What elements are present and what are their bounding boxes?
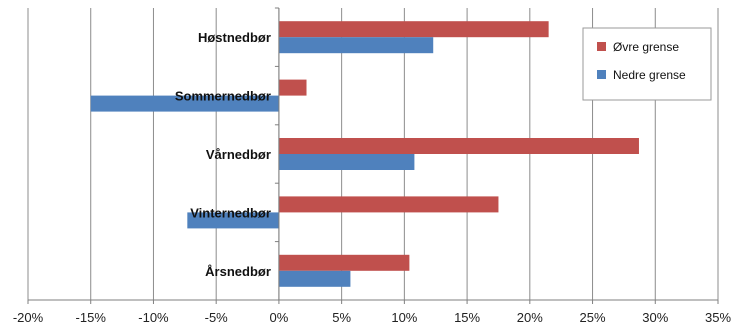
category-label: Høstnedbør [198,30,271,45]
x-tick-label: 20% [517,310,543,325]
category-labels: Høstnedbør Sommernedbør Vårnedbør Vinterned… [175,30,271,279]
x-tick-label: 35% [705,310,731,325]
bar-upper [278,138,639,154]
bars [90,21,639,287]
x-tick-label: 15% [454,310,480,325]
category-label: Vinternedbør [190,205,271,220]
bar-lower [187,212,279,229]
bar-lower [278,270,351,287]
legend-label: Nedre grense [613,68,686,82]
bar-lower [278,37,434,54]
x-tick-label: 25% [580,310,606,325]
x-tick-label: 30% [642,310,668,325]
bar-upper [278,196,499,213]
legend-swatch [597,42,606,51]
legend: Øvre grense Nedre grense [582,27,712,101]
bar-lower [278,154,415,170]
category-label: Vårnedbør [206,147,271,162]
legend-label: Øvre grense [613,40,679,54]
legend-swatch [597,70,606,79]
category-label: Sommernedbør [175,89,271,104]
category-label: Årsnedbør [205,264,271,279]
bar-upper [278,254,410,271]
x-tick-label: -5% [205,310,229,325]
x-tick-label: 10% [391,310,417,325]
x-tick-labels: -20% -15% -10% -5% 0% 5% 10% 15% 20% 25% 30% 35% [13,310,732,325]
x-tick-label: 5% [332,310,351,325]
legend-box [582,27,712,101]
bar-upper [278,79,307,96]
x-tick-label: -20% [13,310,44,325]
x-tick-label: 0% [270,310,289,325]
bar-lower [90,95,279,112]
bar-upper [278,21,549,38]
x-tick-label: -15% [76,310,107,325]
axes [27,7,719,304]
x-tick-label: -10% [138,310,169,325]
